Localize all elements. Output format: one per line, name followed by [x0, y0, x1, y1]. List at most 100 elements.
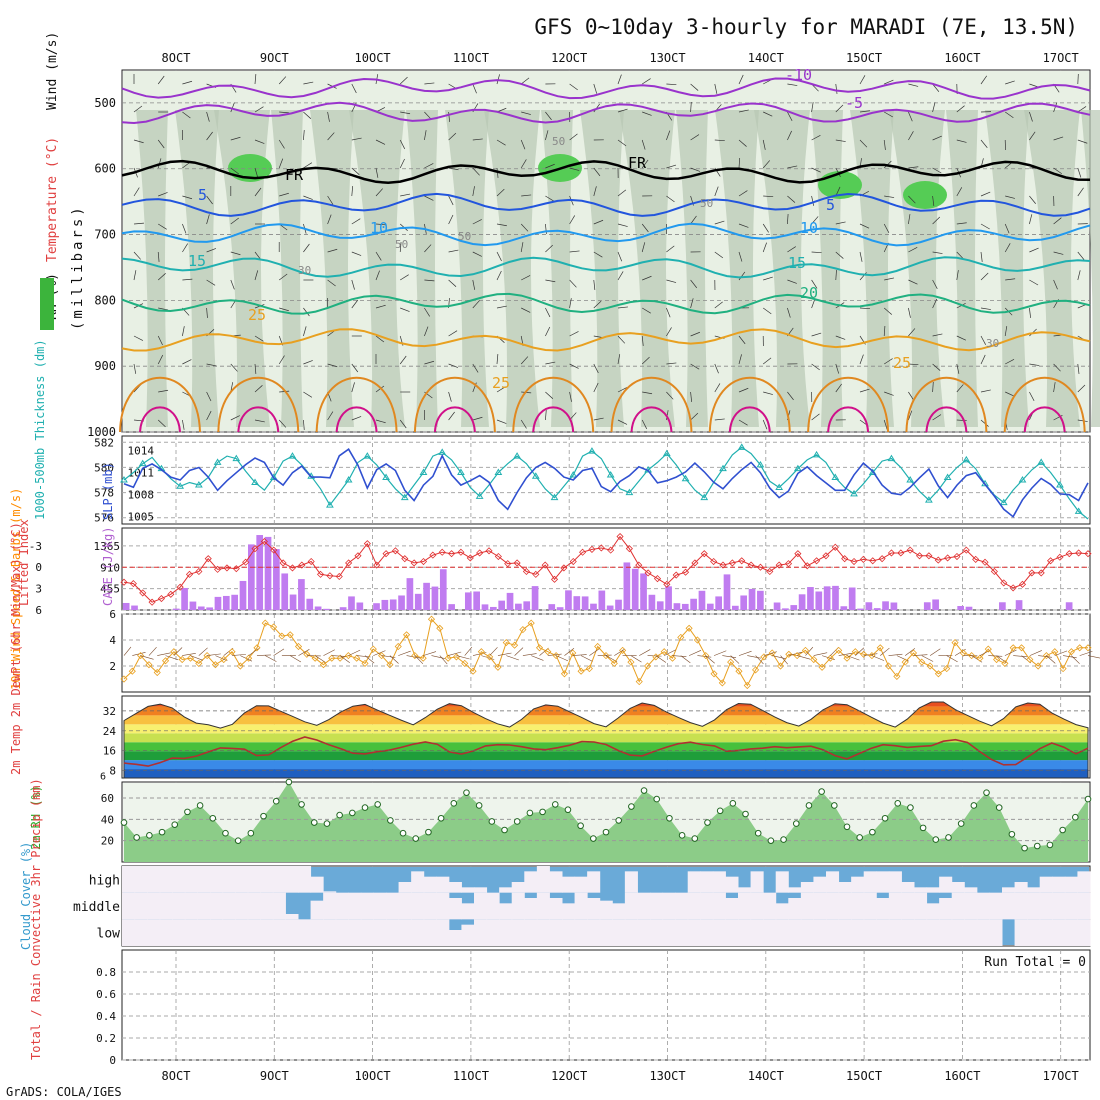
rh-point	[1008, 830, 1016, 838]
isotherm-10	[121, 222, 1091, 247]
isotherm-35-arc	[335, 406, 378, 433]
cloud-clear-cell	[222, 892, 236, 920]
wind-barb	[303, 307, 310, 317]
wind-barb	[206, 195, 213, 205]
thickness-tick-label: 576	[94, 512, 114, 525]
wind-barb	[521, 194, 532, 197]
thickness-point	[288, 452, 297, 459]
wind-speed-point	[627, 658, 635, 666]
cape-bar	[690, 598, 697, 610]
wind-barb	[593, 300, 602, 309]
wind-speed-point	[959, 649, 967, 657]
wind-barb	[714, 220, 725, 225]
wind-barb-10m	[797, 655, 811, 660]
cloud-clear-cell	[310, 919, 324, 946]
cloud-clear-cell	[939, 898, 953, 920]
cloud-clear-cell	[939, 919, 953, 946]
wind-barb-10m	[232, 654, 246, 656]
cape-bar	[565, 590, 572, 610]
wind-barb	[811, 216, 819, 225]
thickness-point	[419, 468, 428, 475]
isotherm-30-arc	[315, 376, 398, 433]
wind-barb	[738, 271, 746, 281]
lifted-index-point	[120, 578, 128, 586]
wind-barb	[157, 354, 164, 365]
lifted-index-point	[307, 557, 315, 566]
cloud-clear-cell	[775, 903, 789, 920]
cloud-clear-cell	[247, 892, 261, 920]
rh-point	[818, 788, 825, 795]
wind-barb	[206, 410, 212, 421]
wind-barb-10m	[1013, 655, 1028, 658]
cape-bar	[298, 579, 305, 610]
wind-speed-point	[294, 642, 303, 651]
cloud-clear-cell	[800, 919, 814, 946]
cloud-clear-cell	[247, 866, 261, 893]
cape-axis-label: CAPE (J/kg)	[101, 527, 115, 606]
cloud-clear-cell	[423, 919, 437, 946]
wind-barb	[278, 76, 287, 85]
wind-barb	[593, 417, 604, 421]
wind-speed-point	[710, 670, 718, 678]
lifted-index-point	[541, 561, 549, 569]
cloud-clear-cell	[901, 882, 915, 893]
lifted-index-point	[176, 583, 184, 591]
legend-label-wind: Wind (m/s)	[45, 32, 60, 110]
wind-barb	[956, 187, 963, 197]
wind-barb	[617, 189, 627, 197]
cloud-clear-cell	[260, 866, 274, 893]
thickness-point	[588, 447, 596, 454]
isotherm-35-arc	[728, 406, 771, 433]
rh-shading-band	[946, 110, 978, 427]
wind-barb-10m	[373, 650, 386, 656]
wind-barb	[738, 157, 741, 169]
x-tick-label-top: 13OCT	[649, 51, 685, 65]
lifted-index-point	[410, 559, 418, 567]
thickness-point	[363, 452, 372, 459]
precip-axis-label: Total / Rain Convective 3hr Precip (mm)	[29, 778, 43, 1060]
wind-barb	[230, 102, 235, 113]
cape-bar	[206, 607, 213, 610]
wind-speed-point	[120, 675, 128, 683]
cloud-clear-cell	[423, 876, 437, 893]
lifted-index-point	[139, 589, 147, 597]
wind-speed-point	[170, 648, 178, 656]
wind-barb	[1004, 243, 1011, 253]
wind-barb-10m	[148, 647, 157, 656]
rh-point	[146, 832, 153, 839]
wind-barb	[472, 251, 482, 257]
wind-barb	[303, 130, 305, 141]
wind-barb	[400, 193, 411, 197]
wind-barb	[811, 413, 820, 421]
contour-label: FR	[628, 154, 647, 172]
cloud-clear-cell	[712, 919, 726, 946]
wind-barb	[569, 331, 579, 337]
wind-speed-point	[602, 652, 610, 660]
isotherm-20	[121, 292, 1091, 315]
wind-barb	[303, 81, 314, 85]
cape-bar	[815, 591, 823, 610]
wind-barb-10m	[522, 653, 537, 656]
lifted-index-point	[129, 580, 137, 588]
cloud-clear-cell	[147, 919, 161, 946]
wind-barb	[545, 326, 551, 337]
rh-point	[729, 800, 737, 807]
wind-speed-point	[926, 662, 934, 670]
isotherm-25	[121, 328, 1091, 352]
lifted-index-point	[569, 557, 577, 566]
rh-point	[640, 787, 648, 794]
lifted-index-point	[990, 567, 998, 576]
cloud-clear-cell	[574, 919, 588, 946]
temp-axis-label: 2m Temp 2m DewPt (6hr Min/Max) (°C)	[9, 522, 23, 775]
wind-barb	[787, 130, 792, 141]
wind-barb-10m	[929, 648, 941, 656]
lifted-index-point	[457, 548, 465, 556]
wind-barb	[157, 139, 165, 149]
cloud-clear-cell	[1064, 919, 1078, 946]
wind-speed-point	[585, 665, 593, 673]
wind-barb	[666, 410, 669, 421]
wind-barb	[883, 419, 888, 430]
cloud-clear-cell	[499, 903, 513, 920]
thickness-point	[1056, 481, 1064, 488]
lifted-index-point	[429, 551, 437, 559]
